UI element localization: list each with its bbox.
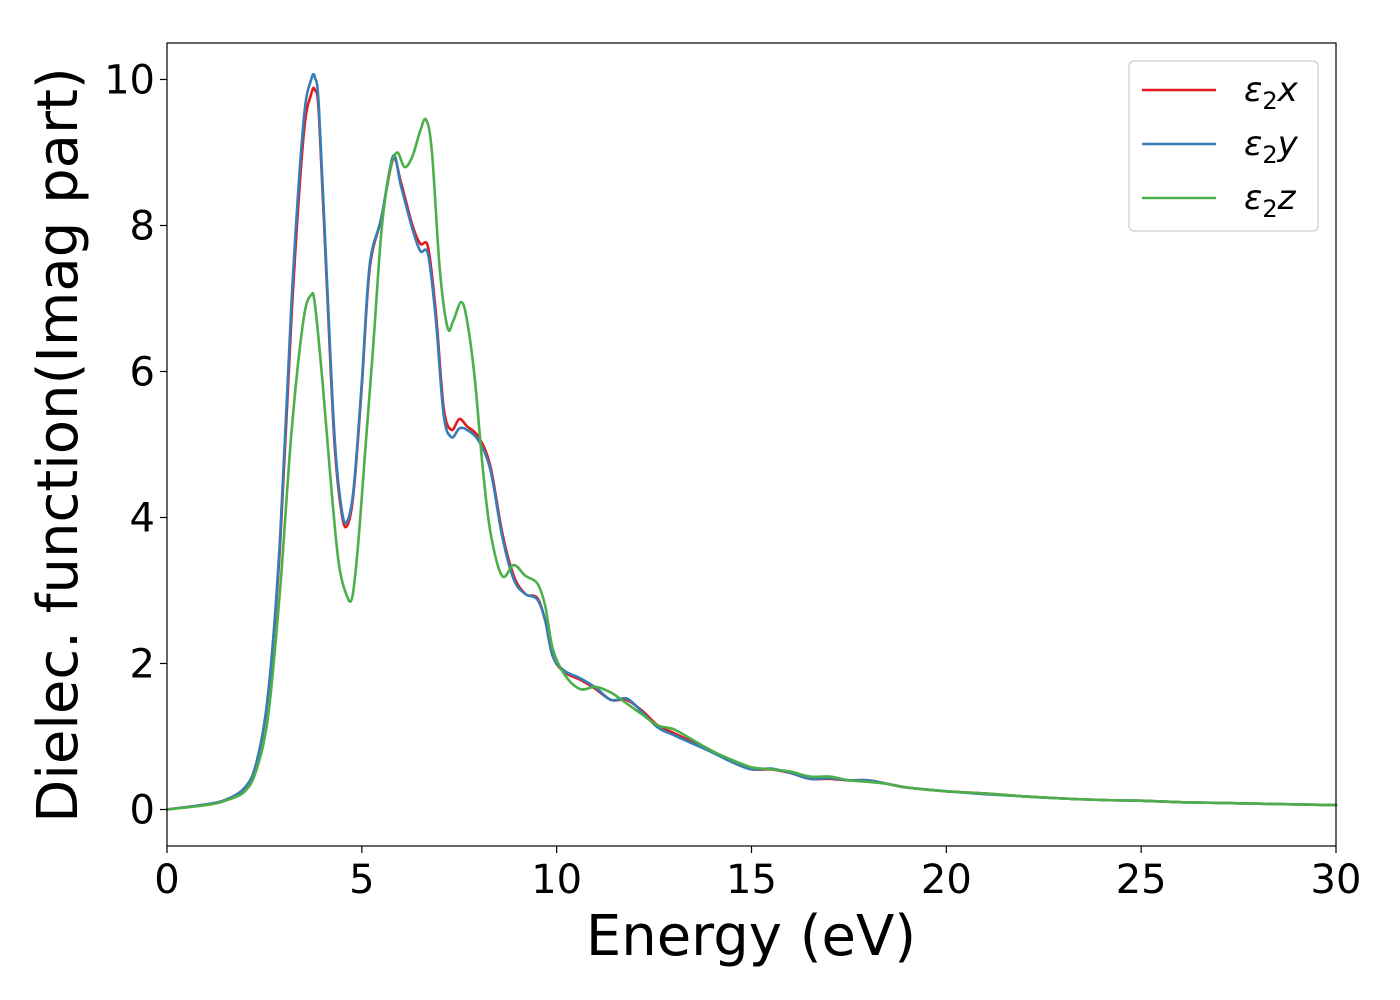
x-tick-label: 20 — [921, 857, 972, 903]
x-axis: 0 5 10 15 20 25 30 — [154, 846, 1361, 903]
y-tick-label: 0 — [130, 788, 155, 834]
legend-label-x: ε2x — [1244, 70, 1299, 115]
legend-box — [1128, 60, 1319, 232]
y-tick-label: 10 — [104, 58, 155, 104]
series-line-z — [165, 117, 1338, 811]
x-tick-label: 0 — [154, 857, 179, 903]
legend-label-z: ε2z — [1244, 178, 1297, 223]
y-tick-label: 6 — [130, 350, 155, 396]
x-tick-label: 30 — [1311, 857, 1362, 903]
x-tick-label: 5 — [349, 857, 374, 903]
x-tick-label: 25 — [1116, 857, 1167, 903]
y-tick-label: 2 — [130, 642, 155, 688]
x-tick-label: 10 — [531, 857, 582, 903]
x-axis-title: Energy (eV) — [586, 904, 916, 969]
y-axis-title: Dielec. function(Imag part) — [26, 67, 91, 823]
y-tick-label: 4 — [130, 496, 155, 542]
legend: ε2x ε2y ε2z — [1128, 60, 1319, 232]
legend-label-y: ε2y — [1244, 124, 1299, 169]
y-axis: 0 2 4 6 8 10 — [104, 58, 167, 834]
series-layer — [165, 72, 1338, 811]
y-tick-label: 8 — [130, 204, 155, 250]
x-tick-label: 15 — [726, 857, 777, 903]
